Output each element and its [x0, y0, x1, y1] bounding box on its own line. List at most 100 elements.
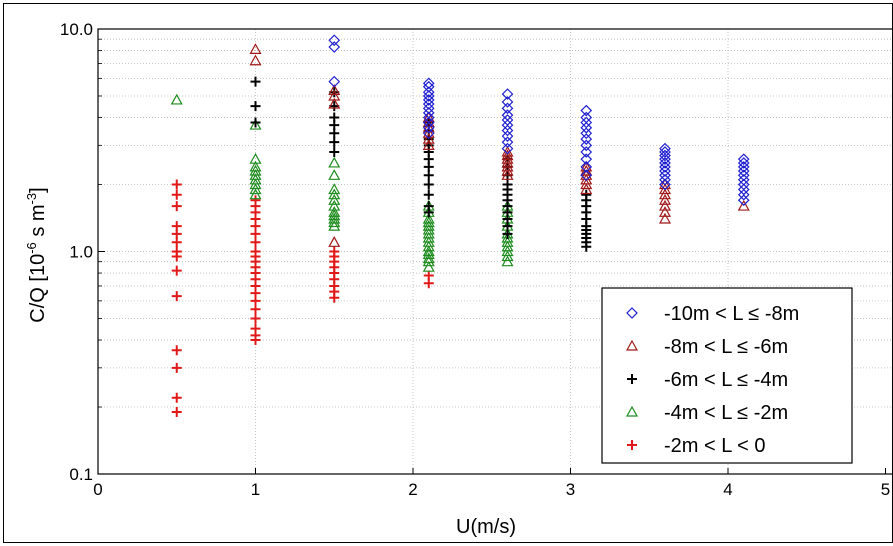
x-tick-label: 0 — [93, 480, 102, 499]
y-tick-label: 1.0 — [69, 243, 93, 262]
data-point — [250, 237, 261, 248]
data-point — [250, 304, 261, 315]
data-point — [328, 236, 341, 247]
data-point — [422, 86, 435, 99]
data-point — [328, 216, 341, 228]
data-point — [171, 201, 182, 212]
data-point — [580, 146, 593, 158]
data-point — [171, 362, 182, 373]
data-point — [659, 146, 671, 158]
data-point — [422, 139, 435, 150]
data-point — [171, 291, 182, 302]
data-point — [328, 75, 341, 88]
data-point — [422, 219, 435, 231]
x-tick-label: 4 — [723, 480, 732, 499]
data-point — [580, 178, 593, 190]
data-point — [250, 76, 261, 87]
data-point — [501, 119, 514, 131]
data-point — [422, 121, 435, 134]
data-point — [580, 161, 593, 173]
x-axis-label: U(m/s) — [456, 516, 516, 538]
data-point — [501, 96, 514, 108]
data-point — [171, 406, 182, 417]
data-point — [659, 165, 671, 177]
data-point — [659, 153, 671, 166]
data-point — [250, 313, 261, 324]
data-point — [171, 237, 182, 248]
data-point — [328, 193, 341, 205]
data-point — [250, 117, 261, 128]
data-point — [659, 149, 671, 162]
data-point — [171, 189, 182, 200]
data-point — [250, 335, 261, 346]
data-point — [250, 228, 261, 239]
data-point — [328, 156, 341, 168]
data-point — [580, 127, 593, 140]
legend-label: -2m < L < 0 — [664, 435, 766, 457]
data-point — [423, 189, 434, 200]
x-tick-label: 2 — [408, 480, 417, 499]
data-point — [249, 188, 262, 200]
data-point — [422, 216, 435, 228]
data-point — [501, 124, 514, 137]
data-point — [658, 212, 672, 224]
data-point — [329, 147, 340, 158]
data-point — [328, 219, 341, 231]
data-point — [737, 161, 750, 173]
data-point — [659, 178, 671, 191]
data-point — [580, 169, 593, 182]
data-point — [422, 121, 435, 133]
data-point — [737, 157, 750, 169]
data-point — [328, 209, 341, 221]
data-point — [170, 93, 183, 105]
series-3 — [170, 93, 514, 272]
legend-label: -4m < L ≤ -2m — [664, 402, 788, 424]
data-point — [171, 345, 182, 356]
data-point — [329, 128, 340, 139]
data-point — [171, 265, 182, 276]
legend-marker — [627, 374, 637, 384]
series-0 — [328, 34, 750, 207]
data-point — [328, 41, 341, 53]
data-point — [501, 250, 514, 262]
data-point — [329, 292, 340, 303]
data-point — [501, 142, 514, 155]
data-point — [501, 136, 514, 149]
data-point — [422, 116, 435, 128]
data-point — [422, 94, 435, 106]
data-point — [422, 90, 435, 102]
series-4 — [171, 179, 434, 417]
data-point — [501, 130, 514, 142]
data-point — [501, 102, 514, 115]
y-tick-label: 0.1 — [69, 465, 93, 484]
data-point — [422, 98, 435, 110]
data-point — [658, 199, 672, 211]
data-point — [423, 207, 434, 218]
legend-label: -10m < L ≤ -8m — [664, 303, 799, 325]
data-point — [580, 104, 593, 117]
data-point — [423, 179, 434, 190]
data-point — [249, 118, 262, 130]
data-point — [249, 183, 262, 195]
data-point — [328, 97, 341, 109]
legend-box — [601, 287, 853, 464]
data-point — [658, 206, 672, 217]
data-point — [422, 127, 435, 140]
data-point — [423, 278, 434, 289]
data-point — [659, 173, 671, 186]
x-axis-ticks: 0 1 2 3 4 5 — [93, 468, 890, 499]
data-point — [501, 169, 514, 180]
data-point — [422, 77, 435, 90]
data-point — [171, 228, 182, 239]
data-point — [737, 165, 750, 177]
data-point — [658, 193, 672, 205]
data-point — [171, 179, 182, 190]
data-point — [171, 251, 182, 262]
data-point — [501, 88, 514, 100]
data-point — [501, 164, 514, 176]
data-point — [737, 153, 750, 166]
series-2 — [250, 76, 592, 252]
data-point — [422, 255, 435, 267]
data-point — [501, 152, 514, 164]
data-point — [580, 153, 593, 166]
